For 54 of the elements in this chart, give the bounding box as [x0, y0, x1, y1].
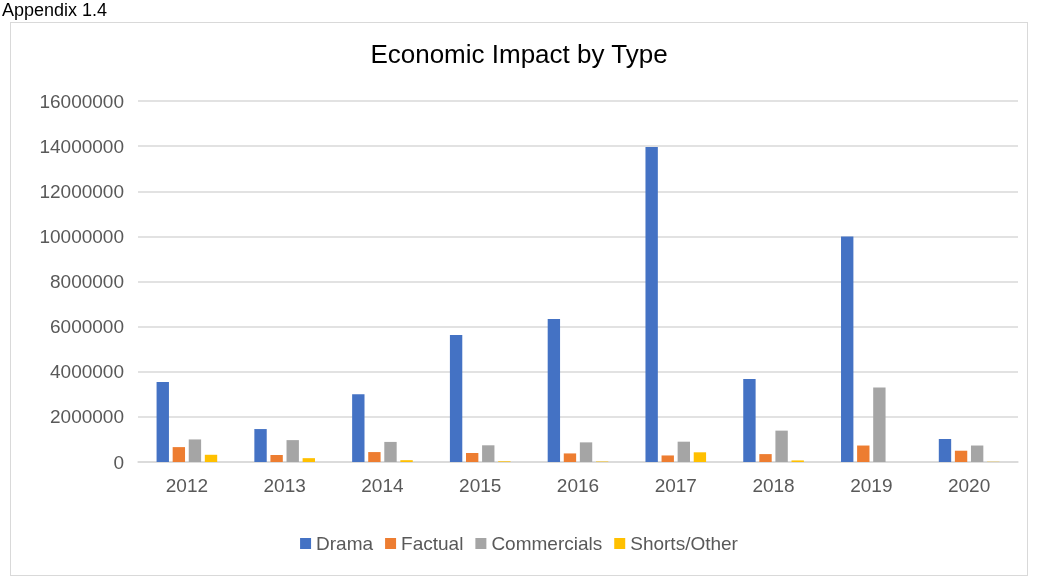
- text: Appendix 1.4: [2, 0, 108, 21]
- bar: [873, 387, 886, 462]
- y-tick-label: 16000000: [39, 90, 124, 112]
- legend-label: Factual: [401, 533, 464, 554]
- bar: [286, 440, 299, 462]
- bar: [368, 452, 381, 462]
- y-tick-label: 2000000: [50, 406, 124, 428]
- bar: [693, 452, 707, 462]
- x-tick-label: 2014: [361, 475, 404, 496]
- y-tick-label: 6000000: [50, 316, 124, 338]
- bar: [204, 454, 218, 462]
- legend-label: Shorts/Other: [630, 533, 739, 554]
- legend-label: Commercials: [491, 533, 603, 554]
- bar: [775, 430, 788, 462]
- bar: [384, 441, 397, 462]
- bar: [254, 429, 267, 462]
- bar: [743, 378, 756, 462]
- bar: [954, 450, 968, 462]
- bar: [172, 447, 186, 462]
- bar: [661, 455, 674, 462]
- bar: [465, 452, 479, 462]
- bar: [188, 439, 202, 462]
- bar: [352, 394, 365, 462]
- bar: [270, 455, 283, 462]
- y-tick-label: 4000000: [50, 361, 124, 383]
- bar: [841, 236, 854, 462]
- x-tick-label: 2016: [556, 475, 600, 496]
- bar: [677, 441, 691, 462]
- x-tick-label: 2012: [165, 475, 209, 496]
- x-tick-label: 2019: [850, 475, 893, 496]
- x-tick-label: 2020: [947, 475, 991, 496]
- bar: [449, 334, 463, 462]
- bar: [156, 381, 169, 462]
- bar: [857, 445, 870, 462]
- bar: [970, 445, 984, 462]
- y-tick-label: 12000000: [39, 180, 124, 202]
- bar: [938, 438, 952, 462]
- y-tick-label: 10000000: [39, 225, 124, 247]
- x-tick-label: 2015: [459, 475, 502, 496]
- x-tick-label: 2018: [752, 475, 795, 496]
- bar: [645, 147, 658, 462]
- x-tick-label: 2013: [263, 475, 306, 496]
- bar: [563, 453, 577, 462]
- y-tick-label: 0: [113, 451, 124, 473]
- y-tick-label: 8000000: [50, 271, 124, 292]
- chart-title: Economic Impact by Type: [370, 39, 668, 69]
- bar: [579, 442, 593, 462]
- x-tick-label: 2017: [654, 475, 697, 496]
- bar: [302, 458, 315, 462]
- legend-label: Drama: [316, 533, 374, 554]
- bar: [482, 445, 495, 462]
- y-tick-label: 14000000: [39, 135, 124, 157]
- bar: [759, 454, 772, 462]
- bar: [547, 318, 561, 462]
